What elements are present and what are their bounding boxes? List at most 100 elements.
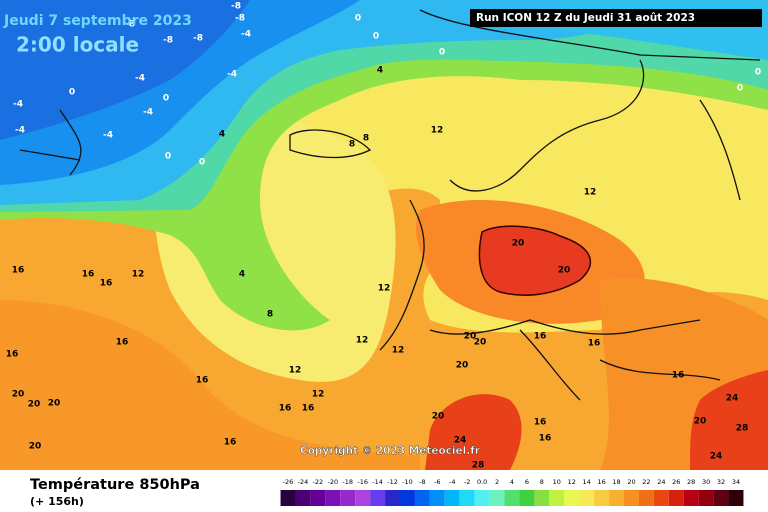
contour-label: 0	[199, 158, 205, 168]
scale-label: 16	[597, 478, 605, 486]
contour-label: 16	[12, 266, 25, 276]
scale-label: 20	[627, 478, 635, 486]
scale-swatch	[609, 490, 624, 506]
scale-swatch	[295, 490, 311, 506]
scale-label: 0.0	[477, 478, 487, 486]
scale-swatch	[414, 490, 430, 506]
scale-swatch	[429, 490, 445, 506]
scale-label: -2	[464, 478, 470, 486]
scale-label: -22	[313, 478, 324, 486]
contour-label: 12	[356, 336, 369, 346]
scale-label: -12	[387, 478, 398, 486]
scale-label: -6	[434, 478, 440, 486]
scale-swatch	[579, 490, 595, 506]
coastlines	[19, 9, 761, 401]
scale-label: 10	[553, 478, 561, 486]
contour-label: 0	[737, 84, 743, 94]
scale-swatch	[564, 490, 580, 506]
contour-label: 16	[116, 338, 129, 348]
scale-swatch	[728, 490, 744, 506]
scale-label: 24	[657, 478, 665, 486]
scale-label: -18	[342, 478, 353, 486]
contour-label: -4	[15, 126, 25, 136]
scale-swatch	[370, 490, 386, 506]
contour-label: 20	[28, 400, 41, 410]
run-text: Run ICON 12 Z du Jeudi 31 août 2023	[476, 12, 695, 24]
scale-label: 18	[612, 478, 620, 486]
scale-label: -20	[327, 478, 338, 486]
footer-lead: (+ 156h)	[30, 495, 84, 508]
contour-label: 0	[439, 48, 445, 58]
contour-label: 16	[539, 434, 552, 444]
scale-swatch	[668, 490, 684, 506]
contour-label: 0	[755, 68, 761, 78]
scale-label: 8	[540, 478, 544, 486]
scale-label: 12	[568, 478, 576, 486]
contour-label: 16	[100, 279, 113, 289]
contour-label: 12	[378, 284, 391, 294]
scale-swatch	[474, 490, 490, 506]
contour-label: 0	[69, 88, 75, 98]
contour-label: 12	[312, 390, 325, 400]
scale-swatch	[698, 490, 714, 506]
contour-label: -8	[163, 36, 173, 46]
scale-label: 2	[495, 478, 499, 486]
contour-label: -8	[125, 20, 135, 30]
scale-swatch	[653, 490, 669, 506]
scale-swatch	[340, 490, 356, 506]
contour-label: 20	[512, 239, 525, 249]
contour-label: 20	[456, 361, 469, 371]
contour-label: 20	[558, 266, 571, 276]
forecast-time: 2:00 locale	[16, 33, 139, 57]
scale-label: 30	[702, 478, 710, 486]
scale-label: 34	[732, 478, 740, 486]
contour-label: 12	[132, 270, 145, 280]
contour-label: 0	[373, 32, 379, 42]
contour-label: -8	[231, 2, 241, 12]
scale-swatch	[713, 490, 729, 506]
contour-label: 16	[534, 418, 547, 428]
contour-label: 0	[163, 94, 169, 104]
forecast-date: Jeudi 7 septembre 2023	[3, 13, 192, 29]
contour-label: 20	[12, 390, 25, 400]
contour-label: 20	[29, 442, 42, 452]
scale-swatch	[444, 490, 460, 506]
scale-swatch	[355, 490, 371, 506]
color-scale: -26 -24 -22 -20 -18 -16 -14 -12 -10 -8 -6 -4 -2 0.0 2 4…	[280, 478, 744, 506]
scale-swatch	[504, 490, 520, 506]
map	[0, 0, 768, 470]
contour-label: 20	[694, 417, 707, 427]
scale-label: 28	[687, 478, 695, 486]
scale-swatch	[459, 490, 475, 506]
contour-label: 4	[239, 270, 245, 280]
scale-swatch	[624, 490, 639, 506]
scale-swatch	[280, 490, 296, 506]
contour-label: 16	[6, 350, 19, 360]
contour-label: -4	[143, 108, 153, 118]
contour-label: -4	[227, 70, 237, 80]
contour-label: 8	[267, 310, 273, 320]
contour-label: 16	[82, 270, 95, 280]
scale-swatch	[519, 490, 535, 506]
contour-label: 16	[224, 438, 237, 448]
contour-label: 12	[431, 126, 444, 136]
scale-label: 6	[525, 478, 529, 486]
scale-label: -10	[402, 478, 413, 486]
contour-label: 4	[219, 130, 225, 140]
scale-label: 22	[642, 478, 650, 486]
scale-label: -26	[283, 478, 294, 486]
contour-label: 24	[710, 452, 723, 462]
contour-label: 4	[377, 66, 383, 76]
scale-swatch	[594, 490, 610, 506]
scale-label: 4	[510, 478, 514, 486]
contour-label: 0	[165, 152, 171, 162]
scale-label: -4	[449, 478, 455, 486]
scale-swatch	[310, 490, 326, 506]
contour-label: 24	[726, 394, 739, 404]
scale-swatch	[385, 490, 400, 506]
contour-label: 20	[474, 338, 487, 348]
contour-labels: -8-8-8 -8-8-4-4-4-4-4-4-40000000004448881…	[6, 2, 761, 471]
run-banner	[470, 9, 762, 27]
contour-label: 16	[588, 339, 601, 349]
